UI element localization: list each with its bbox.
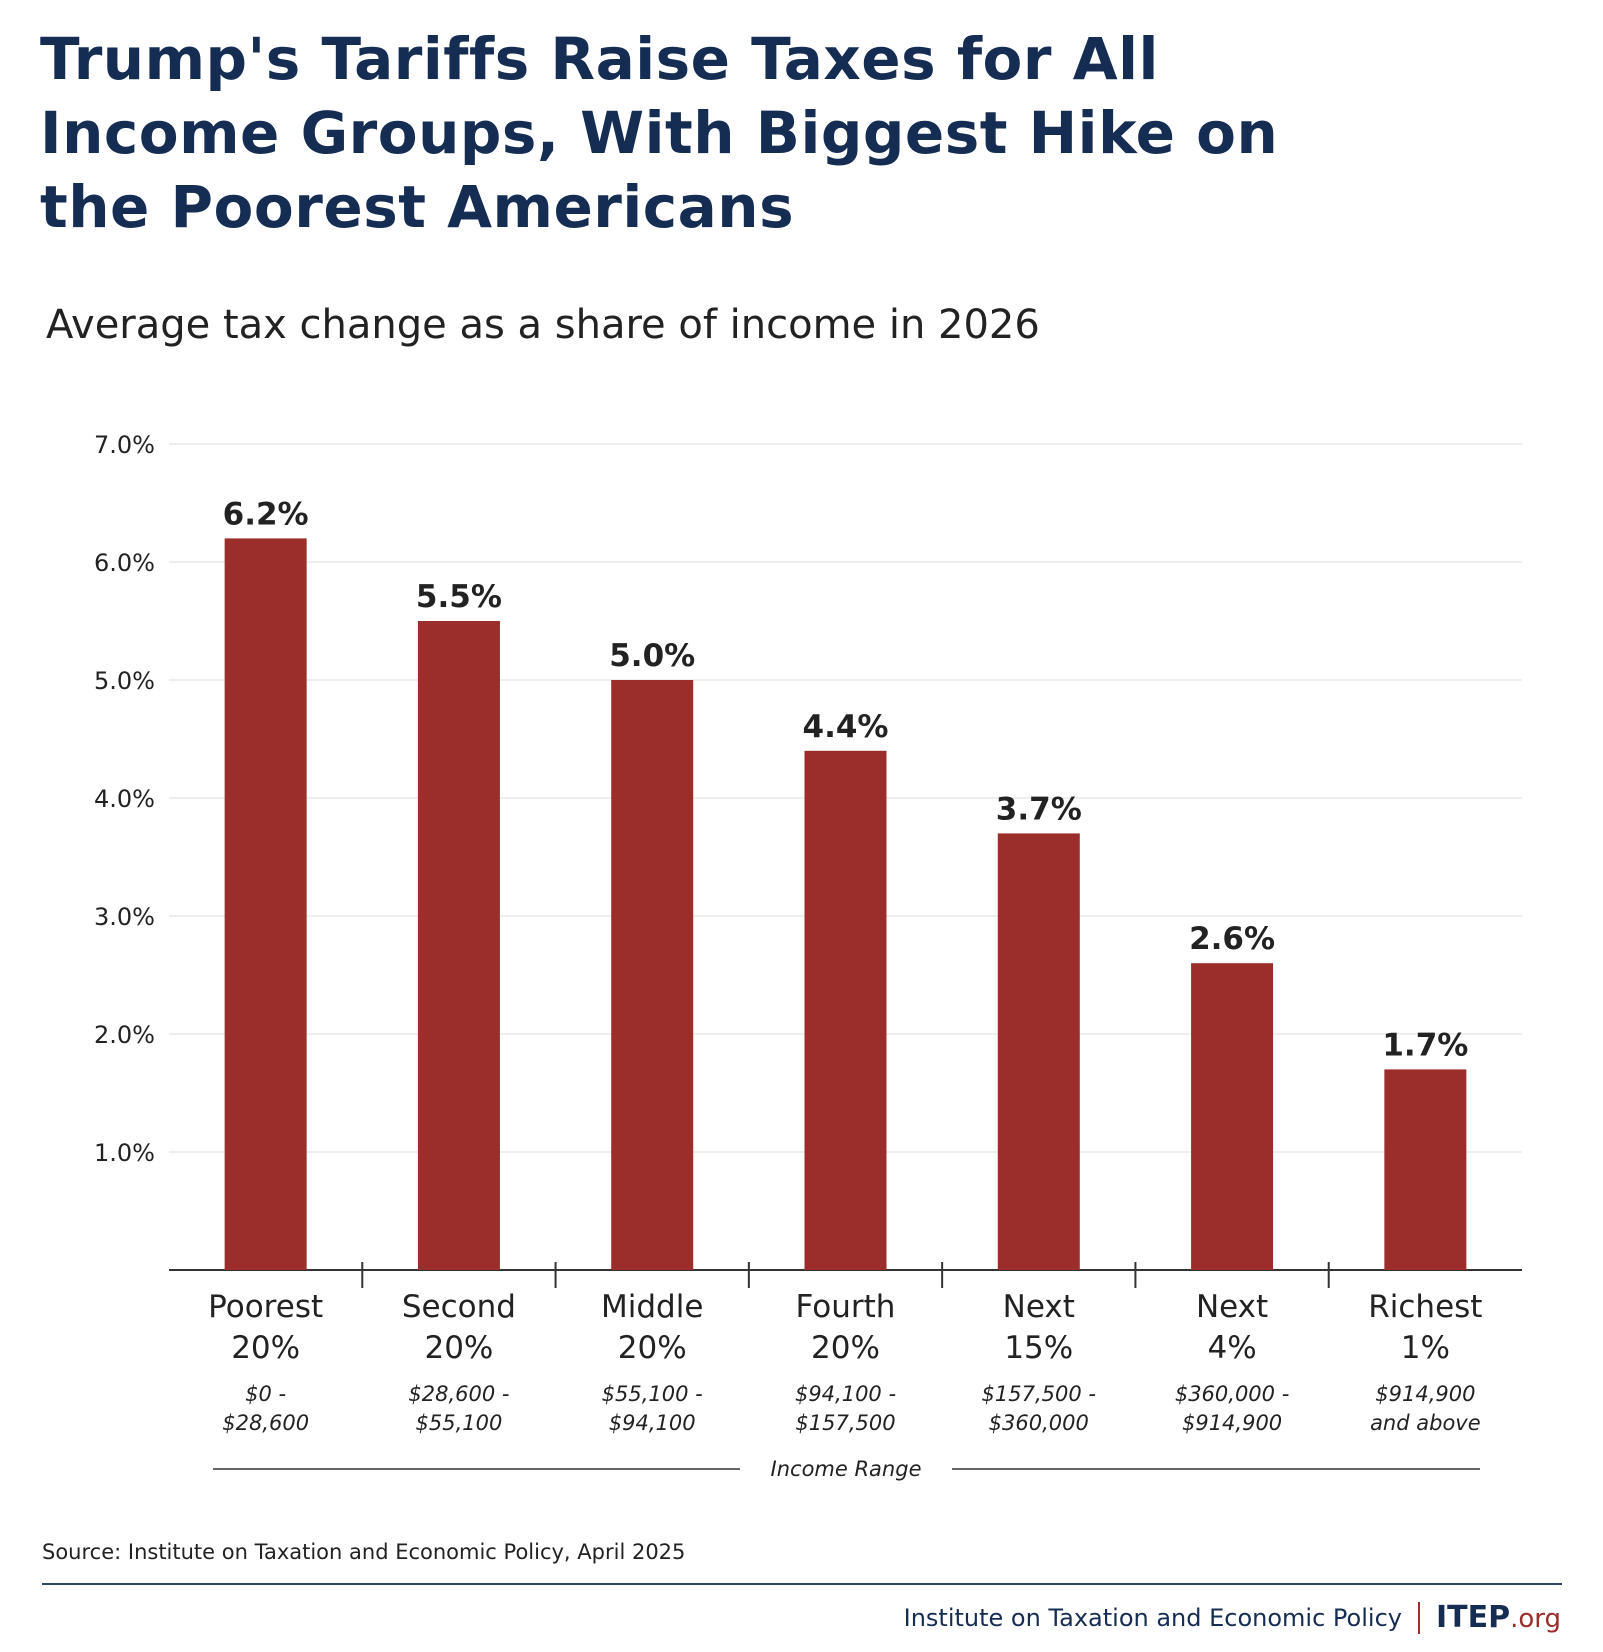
category-label: 1% xyxy=(1401,1330,1450,1366)
y-tick-label: 3.0% xyxy=(94,903,155,931)
category-label: Next xyxy=(1196,1289,1268,1325)
category-label: 15% xyxy=(1004,1330,1073,1366)
data-label: 4.4% xyxy=(803,709,889,745)
income-range-label: and above xyxy=(1370,1411,1481,1435)
category-label: Fourth xyxy=(796,1289,896,1325)
bar xyxy=(1191,963,1274,1270)
income-range-label: $914,900 xyxy=(1182,1411,1282,1435)
y-tick-label: 7.0% xyxy=(94,431,155,459)
income-range-label: $94,100 - xyxy=(795,1382,896,1406)
x-axis-title: Income Range xyxy=(771,1457,922,1481)
income-range-label: $360,000 xyxy=(989,1411,1089,1435)
org-name: Institute on Taxation and Economic Polic… xyxy=(903,1603,1402,1632)
y-tick-label: 6.0% xyxy=(94,549,155,577)
income-range-label: $94,100 xyxy=(609,1411,696,1435)
category-label: 20% xyxy=(424,1330,493,1366)
category-label: Second xyxy=(402,1289,516,1325)
bar xyxy=(611,680,694,1270)
income-range-label: $28,600 - xyxy=(408,1382,509,1406)
data-label: 3.7% xyxy=(996,791,1082,827)
bar xyxy=(417,621,500,1270)
category-label: 20% xyxy=(231,1330,300,1366)
data-label: 2.6% xyxy=(1189,921,1275,957)
income-range-label: $914,900 xyxy=(1375,1382,1475,1406)
category-label: 4% xyxy=(1207,1330,1256,1366)
y-tick-label: 5.0% xyxy=(94,667,155,695)
category-label: Next xyxy=(1003,1289,1075,1325)
category-label: Richest xyxy=(1368,1289,1482,1325)
data-label: 6.2% xyxy=(223,496,309,532)
category-label: 20% xyxy=(618,1330,687,1366)
income-range-label: $55,100 - xyxy=(602,1382,703,1406)
income-range-label: $55,100 xyxy=(416,1411,503,1435)
category-label: Middle xyxy=(601,1289,703,1325)
y-tick-label: 4.0% xyxy=(94,785,155,813)
income-range-label: $360,000 - xyxy=(1175,1382,1289,1406)
data-label: 1.7% xyxy=(1382,1027,1468,1063)
source-note: Source: Institute on Taxation and Econom… xyxy=(42,1540,686,1564)
footer: Institute on Taxation and Economic Polic… xyxy=(904,1600,1561,1635)
bar xyxy=(224,538,307,1270)
bar-chart: 1.0% 2.0% 3.0% 4.0% 5.0% 6.0% 7.0% 6.2% Poorest 2… xyxy=(94,431,1522,1481)
data-label: 5.0% xyxy=(609,638,695,674)
income-range-label: $157,500 - xyxy=(982,1382,1096,1406)
data-label: 5.5% xyxy=(416,579,502,615)
bar xyxy=(997,833,1080,1270)
chart-title: Trump's Tariffs Raise Taxes for All Inco… xyxy=(40,25,1279,241)
income-range-label: $0 - xyxy=(245,1382,286,1406)
category-label: Poorest xyxy=(208,1289,323,1325)
footer-separator xyxy=(1417,1601,1420,1634)
income-range-label: $28,600 xyxy=(222,1411,309,1435)
chart-subtitle: Average tax change as a share of income … xyxy=(46,302,1040,348)
income-range-label: $157,500 xyxy=(795,1411,895,1435)
y-tick-label: 1.0% xyxy=(94,1139,155,1167)
y-tick-label: 2.0% xyxy=(94,1021,155,1049)
itep-logo: ITEP.org xyxy=(1435,1600,1561,1635)
bar xyxy=(804,750,887,1270)
bar xyxy=(1384,1069,1467,1270)
footer-divider xyxy=(42,1583,1562,1585)
category-label: 20% xyxy=(811,1330,880,1366)
